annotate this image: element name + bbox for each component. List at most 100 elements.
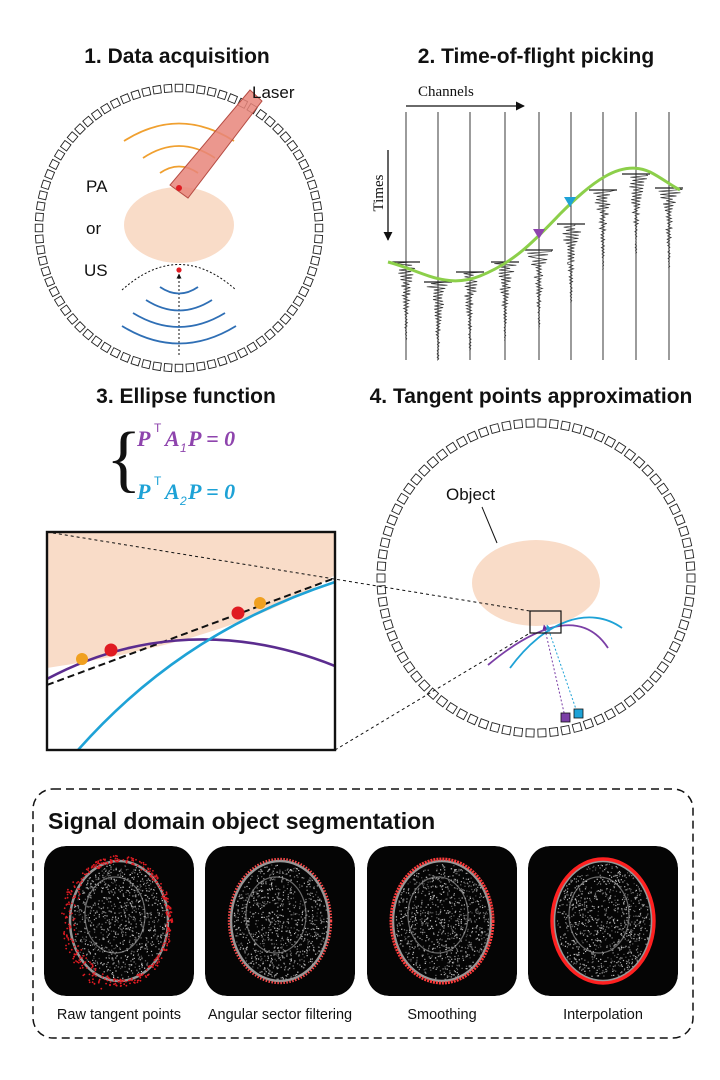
transducer-element	[279, 313, 292, 325]
transducer-element	[216, 89, 228, 101]
purple-pick-marker	[533, 229, 545, 239]
transducer-element	[196, 361, 206, 372]
transducer-element	[445, 701, 458, 715]
transducer-element	[684, 596, 695, 607]
purple-element	[560, 712, 571, 723]
transducer-element	[141, 359, 152, 370]
transducer-element	[673, 514, 686, 526]
transducer-element	[678, 525, 690, 537]
zoom-tangent-line	[47, 577, 335, 686]
transducer-element	[403, 482, 416, 496]
transducer-element	[109, 347, 122, 359]
transducer-element	[227, 351, 239, 363]
transducer-element	[604, 435, 617, 448]
transducer-element	[582, 718, 595, 730]
svg-text:2: 2	[179, 494, 187, 508]
transducer-element	[206, 359, 217, 370]
transducer-element	[435, 448, 449, 461]
transducer-element	[377, 549, 388, 560]
transducer-element	[410, 670, 423, 683]
object-label: Object	[446, 485, 495, 504]
segmentation-thumbnail	[528, 846, 678, 996]
equation-2: P T A 2 P = 0	[136, 474, 235, 508]
segmentation-thumbnail	[367, 846, 517, 996]
transducer-element	[119, 351, 131, 363]
transducer-element	[100, 102, 112, 115]
pa-source-dot	[176, 185, 182, 191]
cyan-element	[573, 708, 584, 719]
segmentation-thumbnail	[205, 846, 355, 996]
transducer-element	[685, 561, 696, 571]
transducer-element	[206, 86, 217, 97]
object-pointer	[481, 506, 498, 544]
caption-angular-sector-filtering: Angular sector filtering	[208, 1007, 352, 1023]
transducer-element	[426, 687, 440, 700]
transducer-element	[314, 223, 324, 233]
transducer-element	[668, 503, 681, 516]
transducer-element	[582, 426, 595, 438]
tangent-point-orange-2	[254, 597, 266, 609]
caption-interpolation: Interpolation	[563, 1007, 643, 1023]
transducer-element	[593, 713, 606, 726]
channels-label: Channels	[418, 84, 474, 100]
transducer-element	[272, 123, 284, 135]
transducer-element	[501, 420, 512, 432]
transducer-element	[445, 441, 458, 455]
transducer-element	[663, 492, 676, 505]
panel-tof-picking: 2. Time-of-flight picking Channels Times	[371, 45, 684, 361]
transducer-element	[537, 418, 547, 428]
transducer-element	[686, 573, 696, 583]
svg-text:1: 1	[180, 441, 187, 455]
transducer-element	[302, 168, 314, 180]
panel3-title: 3. Ellipse function	[96, 385, 276, 408]
transducer-element	[513, 419, 524, 429]
transducer-element	[119, 93, 131, 105]
transducer-element	[466, 430, 479, 443]
transducer-element	[109, 97, 122, 109]
transducer-element	[40, 179, 52, 191]
transducer-element	[604, 708, 617, 721]
channel-waveform	[593, 189, 616, 271]
segmentation-title: Signal domain object segmentation	[48, 808, 435, 834]
svg-text:A: A	[163, 426, 180, 451]
zoom-purple-ellipse	[47, 638, 335, 681]
zoom-source-box	[529, 610, 562, 634]
transducer-element	[141, 86, 152, 97]
equation-brace: {	[106, 418, 142, 500]
us-label: US	[84, 261, 108, 280]
transducer-element	[379, 537, 391, 549]
transducer-element	[48, 285, 60, 298]
transducer-element	[681, 537, 693, 549]
transducer-element	[130, 355, 142, 367]
tangent-point-orange-1	[76, 653, 88, 665]
panel-tangent-approx: 4. Tangent points approximation Object	[370, 385, 696, 738]
transducer-element	[34, 223, 44, 233]
tangent-point-red-2	[231, 606, 245, 620]
zoom-connectors	[46, 531, 531, 751]
times-label: Times	[371, 174, 387, 211]
transducer-element	[614, 701, 627, 715]
svg-text:T: T	[154, 421, 162, 435]
object-ellipse-2	[472, 540, 600, 626]
transducer-element	[163, 363, 173, 373]
transducer-element	[685, 585, 696, 595]
panel4-title: 4. Tangent points approximation	[370, 385, 693, 408]
transducer-element	[376, 585, 387, 595]
transducer-element	[656, 482, 669, 496]
transducer-element	[641, 464, 654, 477]
channel-waveform	[562, 223, 582, 303]
transducer-element	[37, 255, 48, 266]
segmentation-thumbnail	[44, 846, 194, 996]
transducer-element	[264, 115, 276, 128]
us-focus-dot	[176, 267, 182, 273]
transducer-element	[560, 420, 571, 432]
transducer-element	[525, 418, 535, 428]
transducer-element	[477, 426, 490, 438]
object-ellipse	[124, 187, 234, 263]
caption-raw-tangent-points: Raw tangent points	[57, 1007, 181, 1023]
transducer-element	[90, 335, 103, 348]
transducer-element	[306, 179, 318, 191]
transducer-element	[227, 93, 239, 105]
transducer-element	[312, 201, 323, 211]
